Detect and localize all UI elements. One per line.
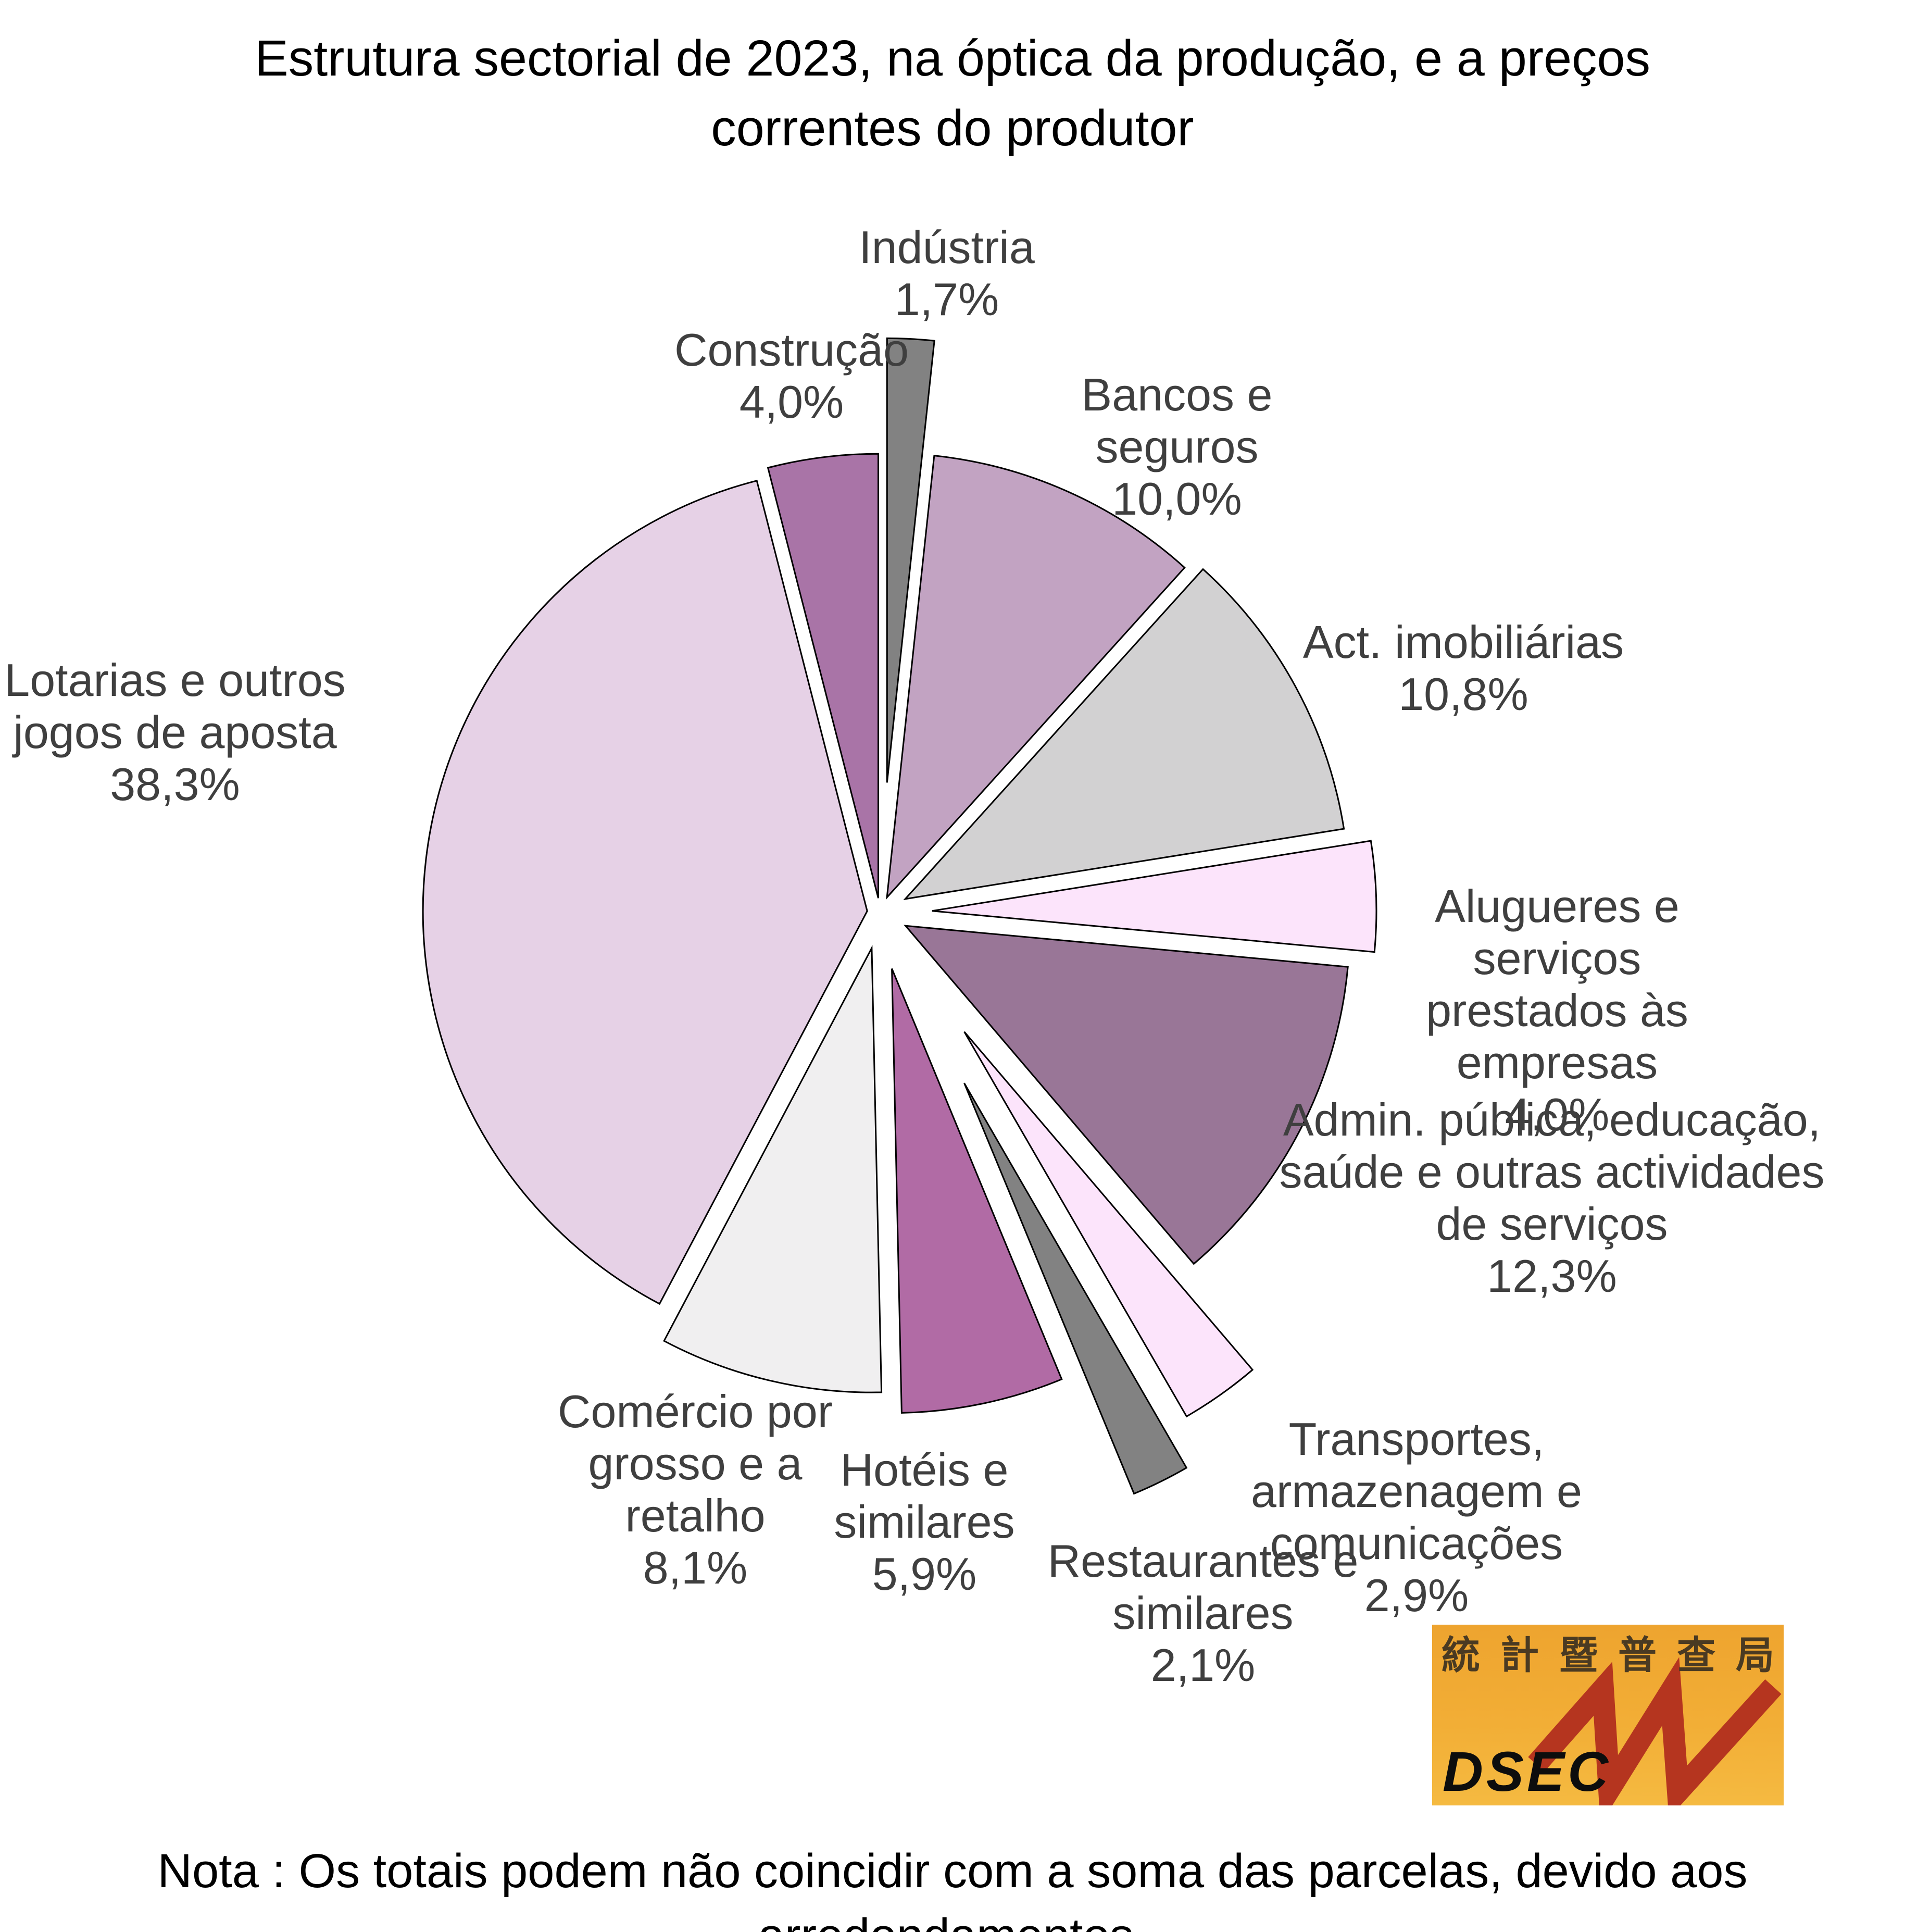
slice-label-8: Hotéis e similares 5,9% (834, 1444, 1014, 1600)
pie-slice-4[interactable] (932, 840, 1377, 953)
slice-label-line: armazenagem e (1251, 1465, 1582, 1517)
slice-label-line: Act. imobiliárias (1302, 616, 1624, 668)
slice-label-line: 12,3% (1487, 1250, 1617, 1302)
dsec-chinese-character: 暨 (1559, 1634, 1598, 1677)
slice-label-line: serviços (1473, 932, 1641, 984)
pie-slice-1[interactable] (886, 337, 935, 783)
chart-title-line2: correntes do produtor (711, 99, 1194, 156)
slice-label-10: Lotarias e outros jogos de aposta 38,3% (4, 654, 346, 811)
dsec-chinese-character: 普 (1618, 1634, 1657, 1677)
slice-label-9: Comércio por grosso e a retalho 8,1% (558, 1386, 833, 1594)
dsec-logo: 統計暨普查局 DSEC (1432, 1625, 1784, 1805)
slice-label-line: Transportes, (1288, 1413, 1545, 1465)
slice-label-line: Comércio por (557, 1386, 833, 1437)
pie-slice-7[interactable] (963, 1082, 1188, 1495)
slice-label-line: 1,7% (894, 273, 999, 325)
slice-label-7: Restaurantes e similares 2,1% (1048, 1535, 1359, 1691)
slice-label-line: 2,9% (1364, 1569, 1469, 1621)
slice-label-6: Transportes, armazenagem e comunicações 2,9… (1251, 1413, 1582, 1622)
slice-label-line: grosso e a (588, 1438, 803, 1489)
slice-label-line: de serviços (1436, 1198, 1668, 1250)
dsec-zigzag-icon (1528, 1657, 1782, 1805)
slice-label-1: Indústria 1,7% (859, 221, 1035, 326)
dsec-acronym: DSEC (1443, 1740, 1612, 1803)
slice-label-line: similares (834, 1496, 1015, 1548)
slice-label-5: Admin. pública, educação, saúde e outras … (1280, 1094, 1825, 1302)
slice-label-4: Alugueres e serviços prestados às empresas 4… (1426, 880, 1688, 1141)
pie-slice-10[interactable] (422, 479, 868, 1305)
slice-label-line: comunicações (1270, 1517, 1563, 1569)
pie-slice-3[interactable] (903, 568, 1345, 900)
slice-label-11: Construção 4,0% (674, 324, 909, 428)
slice-label-2: Bancos e seguros 10,0% (1082, 369, 1273, 525)
slice-label-line: Restaurantes e (1047, 1535, 1359, 1587)
dsec-chinese-character: 查 (1677, 1634, 1715, 1677)
slice-label-line: Construção (674, 324, 909, 376)
pie-slice-11[interactable] (767, 453, 879, 899)
dsec-chinese-character: 計 (1500, 1634, 1539, 1677)
pie-slice-8[interactable] (891, 968, 1063, 1414)
slice-label-line: 8,1% (643, 1542, 748, 1593)
pie-slice-9[interactable] (663, 945, 883, 1393)
dsec-chinese-character: 統 (1442, 1634, 1480, 1677)
dsec-chinese-character: 局 (1736, 1634, 1774, 1677)
slice-label-line: Indústria (859, 221, 1035, 273)
slice-label-line: seguros (1095, 421, 1259, 472)
slice-label-line: 5,9% (872, 1548, 977, 1600)
slice-label-line: Bancos e (1081, 369, 1273, 420)
slice-label-line: Hotéis e (840, 1444, 1009, 1495)
slice-label-line: 4,0% (739, 376, 844, 428)
slice-label-line: jogos de aposta (13, 706, 337, 758)
dsec-chinese-name: 統計暨普查局 (1432, 1633, 1784, 1678)
slice-label-line: 10,0% (1112, 473, 1242, 525)
chart-title: Estrutura sectorial de 2023, na óptica d… (0, 23, 1905, 163)
slice-label-line: 2,1% (1150, 1639, 1256, 1691)
slice-label-3: Act. imobiliárias 10,8% (1303, 616, 1624, 720)
slice-label-line: empresas (1456, 1037, 1658, 1088)
slice-label-line: 10,8% (1398, 668, 1528, 720)
chart-note: Nota : Os totais podem não coincidir com… (157, 1844, 1748, 1932)
slice-label-line: Admin. pública, educação, (1283, 1094, 1821, 1145)
pie-slice-2[interactable] (886, 454, 1186, 900)
slice-label-line: saúde e outras actividades (1279, 1146, 1825, 1198)
slice-label-line: retalho (625, 1490, 766, 1541)
slice-label-line: 4,0% (1505, 1089, 1610, 1140)
chart-title-line1: Estrutura sectorial de 2023, na óptica d… (255, 30, 1650, 86)
slice-label-line: similares (1112, 1587, 1294, 1639)
pie-slice-6[interactable] (963, 1031, 1254, 1418)
slice-label-line: Alugueres e (1435, 880, 1680, 932)
pie-slice-5[interactable] (904, 925, 1349, 1265)
slice-label-line: 38,3% (110, 758, 240, 810)
slice-label-line: prestados às (1426, 984, 1688, 1036)
slice-label-line: Lotarias e outros (4, 654, 346, 706)
